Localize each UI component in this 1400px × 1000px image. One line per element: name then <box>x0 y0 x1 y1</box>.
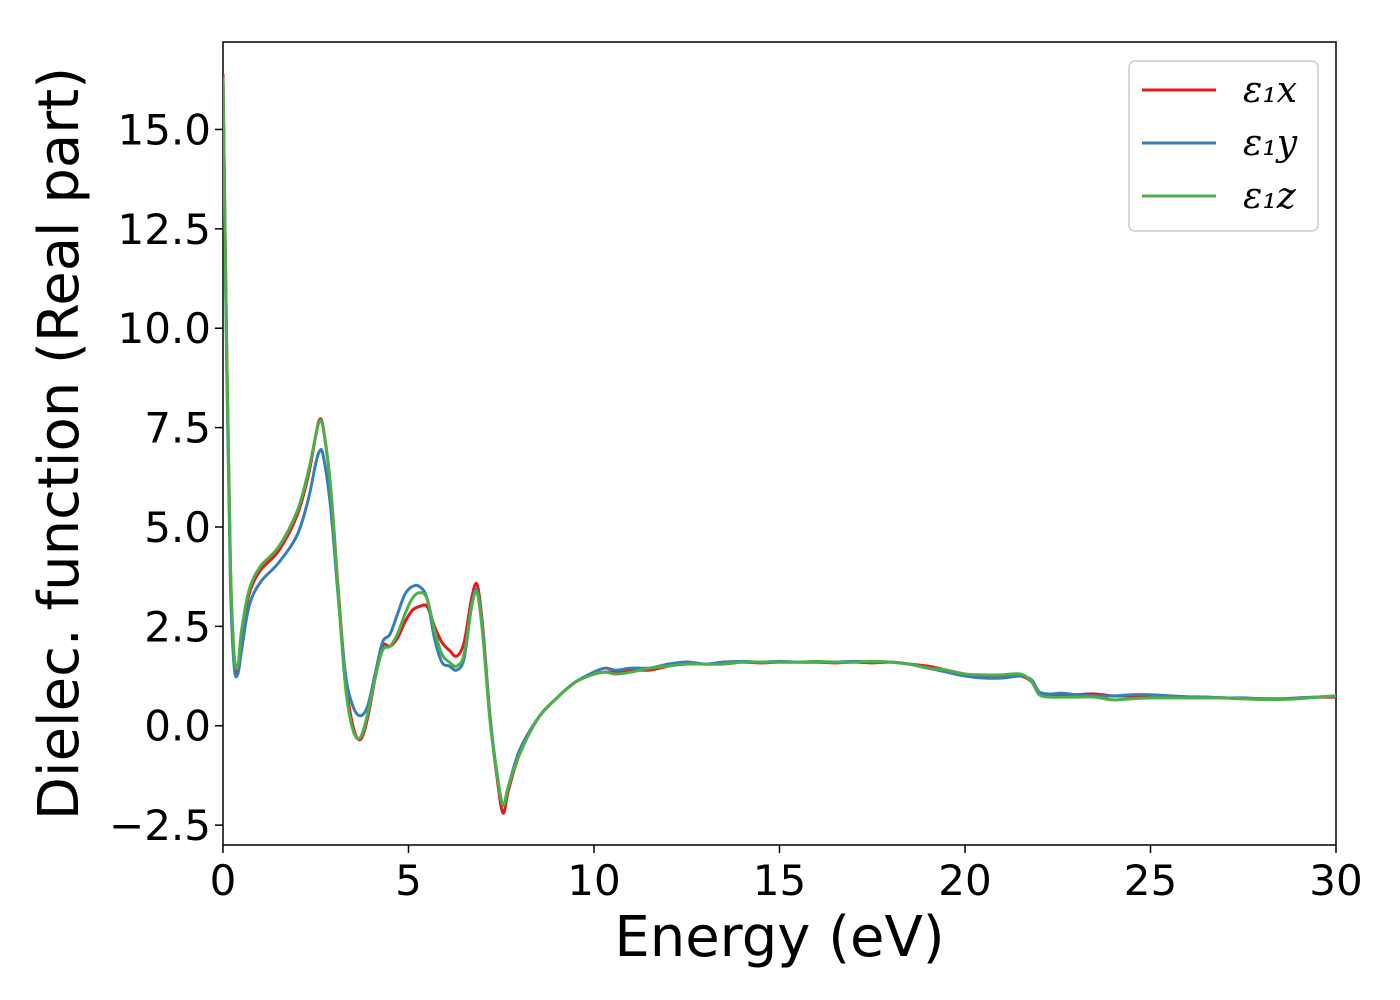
y-tick-label: 5.0 <box>144 503 211 552</box>
legend-label: ε₁z <box>1243 176 1297 217</box>
legend: ε₁x ε₁y ε₁z <box>1128 60 1319 232</box>
x-axis-ticks: 0 5 10 15 20 25 30 <box>210 845 1363 905</box>
x-axis-title: Energy (eV) <box>614 905 944 970</box>
legend-items: ε₁x ε₁y ε₁z <box>1142 70 1298 217</box>
x-tick-label: 20 <box>938 856 991 905</box>
x-tick-label: 10 <box>567 856 620 905</box>
legend-label: ε₁y <box>1243 123 1298 164</box>
y-tick-label: 12.5 <box>117 205 211 254</box>
series-line-3 <box>223 77 1336 807</box>
x-tick-label: 15 <box>753 856 806 905</box>
series-layer <box>223 73 1336 815</box>
x-tick-label: 25 <box>1124 856 1177 905</box>
x-tick-label: 5 <box>395 856 422 905</box>
y-tick-label: 0.0 <box>144 702 211 751</box>
y-axis-title: Dielec. function (Real part) <box>27 67 92 820</box>
legend-frame <box>1128 60 1319 232</box>
x-tick-label: 30 <box>1309 856 1362 905</box>
y-axis-ticks: −2.5 0.0 2.5 5.0 7.5 10.0 12.5 15.0 <box>109 105 223 850</box>
y-tick-label: −2.5 <box>109 801 211 850</box>
y-tick-label: 15.0 <box>117 105 211 154</box>
y-tick-label: 2.5 <box>144 602 211 651</box>
x-tick-label: 0 <box>210 856 237 905</box>
y-tick-label: 7.5 <box>144 404 211 453</box>
legend-label: ε₁x <box>1243 70 1297 111</box>
y-tick-label: 10.0 <box>117 304 211 353</box>
